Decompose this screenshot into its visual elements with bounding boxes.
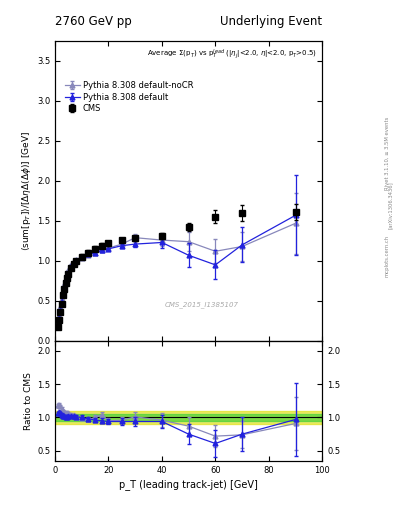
Text: 2760 GeV pp: 2760 GeV pp bbox=[55, 15, 132, 28]
Bar bbox=[55, 411, 322, 424]
Text: mcplots.cern.ch: mcplots.cern.ch bbox=[385, 235, 389, 277]
X-axis label: p_T (leading track-jet) [GeV]: p_T (leading track-jet) [GeV] bbox=[119, 479, 258, 490]
Bar bbox=[55, 414, 322, 421]
Y-axis label: Ratio to CMS: Ratio to CMS bbox=[24, 372, 33, 430]
Text: Rivet 3.1.10, ≥ 3.5M events: Rivet 3.1.10, ≥ 3.5M events bbox=[385, 117, 389, 190]
Text: CMS_2015_I1385107: CMS_2015_I1385107 bbox=[165, 302, 239, 308]
Text: Underlying Event: Underlying Event bbox=[220, 15, 322, 28]
Text: [arXiv:1306.3436]: [arXiv:1306.3436] bbox=[388, 181, 393, 229]
Text: Average $\Sigma$(p$_T$) vs p$_T^{lead}$ ($|\eta_j|$<2.0, $\eta|$<2.0, p$_T$>0.5): Average $\Sigma$(p$_T$) vs p$_T^{lead}$ … bbox=[147, 47, 317, 60]
Y-axis label: $\langle$sum[p$_T$]$\rangle$/[$\Delta\eta\Delta(\Delta\phi)$] [GeV]: $\langle$sum[p$_T$]$\rangle$/[$\Delta\et… bbox=[20, 131, 33, 251]
Legend: Pythia 8.308 default-noCR, Pythia 8.308 default, CMS: Pythia 8.308 default-noCR, Pythia 8.308 … bbox=[64, 81, 193, 113]
